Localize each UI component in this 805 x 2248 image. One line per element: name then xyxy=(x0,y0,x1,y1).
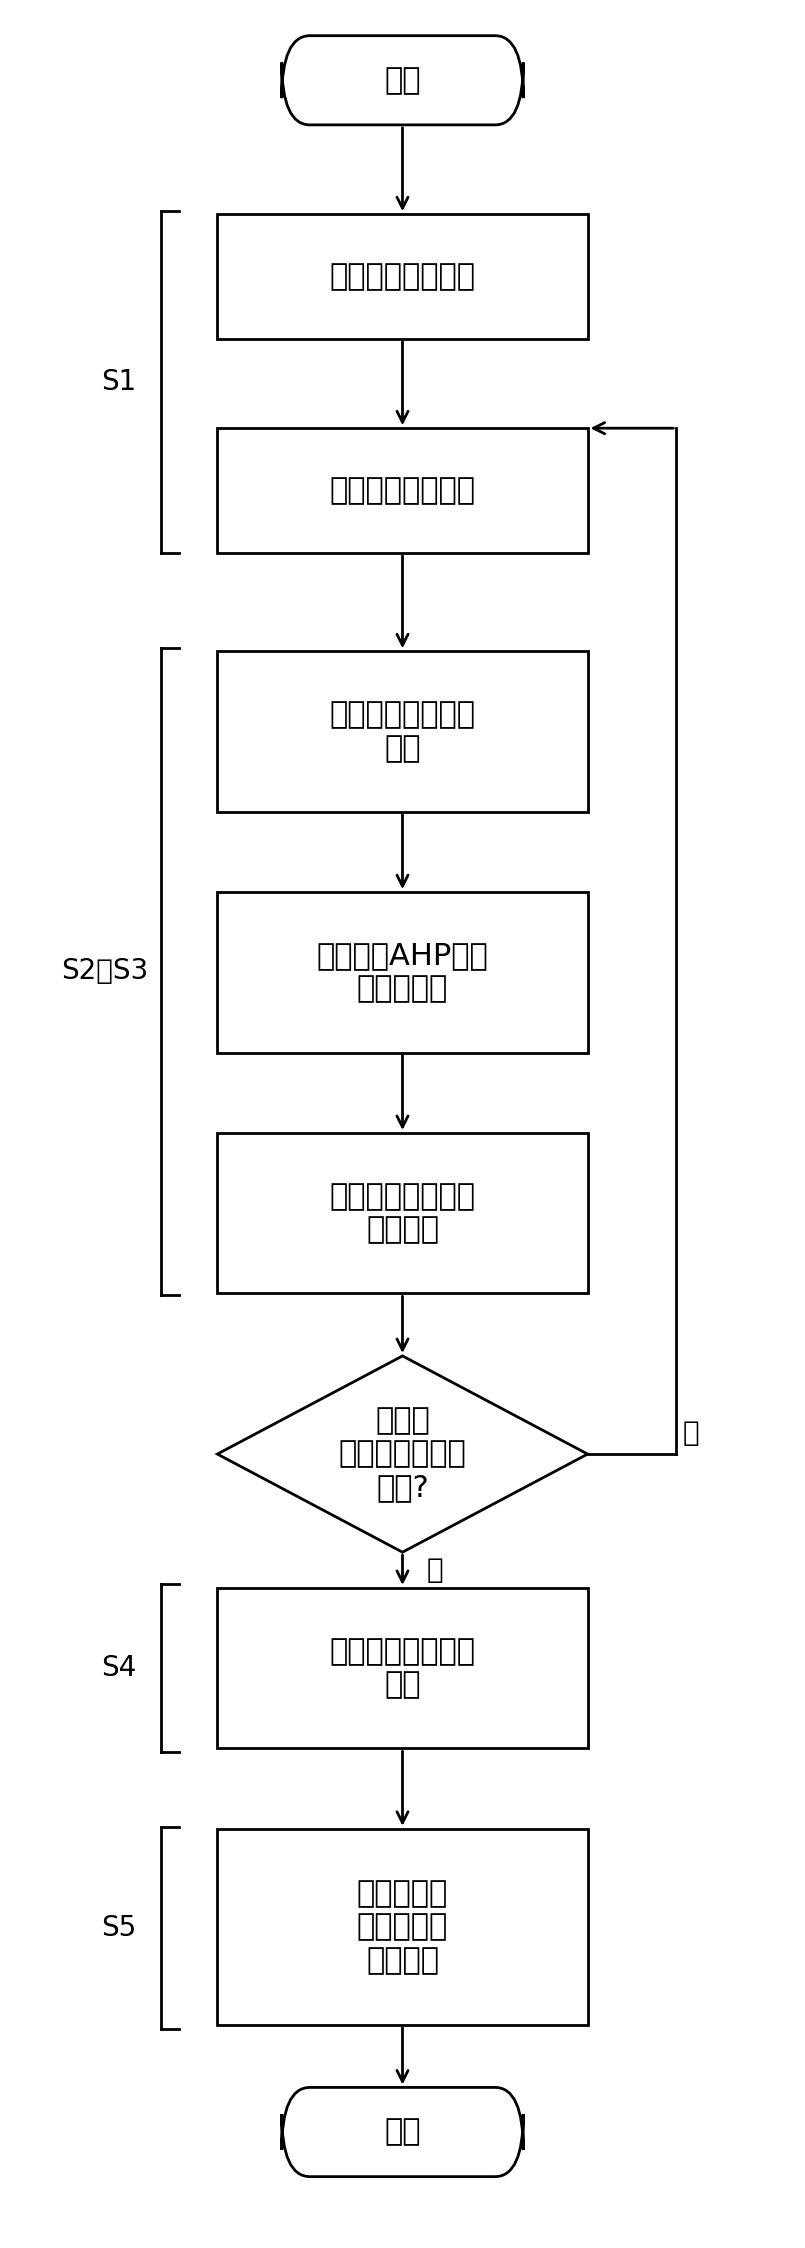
Text: 是: 是 xyxy=(427,1556,443,1585)
Text: S2、S3: S2、S3 xyxy=(61,958,148,985)
FancyBboxPatch shape xyxy=(282,2088,523,2176)
Bar xyxy=(217,1828,588,2025)
Text: S1: S1 xyxy=(101,369,137,396)
Bar xyxy=(217,892,588,1052)
Text: 所有层
次的相对权重都
已求?: 所有层 次的相对权重都 已求? xyxy=(339,1405,466,1502)
Text: 开始: 开始 xyxy=(384,65,421,94)
Text: 用改进的AHP法求
得某层权重: 用改进的AHP法求 得某层权重 xyxy=(316,942,489,1003)
Text: 结束: 结束 xyxy=(384,2118,421,2147)
Bar xyxy=(217,652,588,812)
Text: 加权分配法
完成测试性
指标分配: 加权分配法 完成测试性 指标分配 xyxy=(357,1879,448,1976)
Text: S4: S4 xyxy=(101,1655,137,1682)
Text: 专家打分确定判断
矩阵: 专家打分确定判断 矩阵 xyxy=(329,699,476,762)
Text: 确定层次结构模型: 确定层次结构模型 xyxy=(329,477,476,506)
Text: 求出各组成单元总
排序: 求出各组成单元总 排序 xyxy=(329,1637,476,1699)
Text: 证据合成求得专家
综合权重: 证据合成求得专家 综合权重 xyxy=(329,1182,476,1245)
Text: S5: S5 xyxy=(101,1913,137,1942)
Text: 确定评价指标体系: 确定评价指标体系 xyxy=(329,263,476,290)
Bar xyxy=(217,214,588,339)
Bar xyxy=(217,1133,588,1293)
Text: 否: 否 xyxy=(683,1418,699,1448)
Polygon shape xyxy=(217,1356,588,1551)
FancyBboxPatch shape xyxy=(282,36,523,126)
Bar xyxy=(217,1587,588,1749)
Bar xyxy=(217,427,588,553)
